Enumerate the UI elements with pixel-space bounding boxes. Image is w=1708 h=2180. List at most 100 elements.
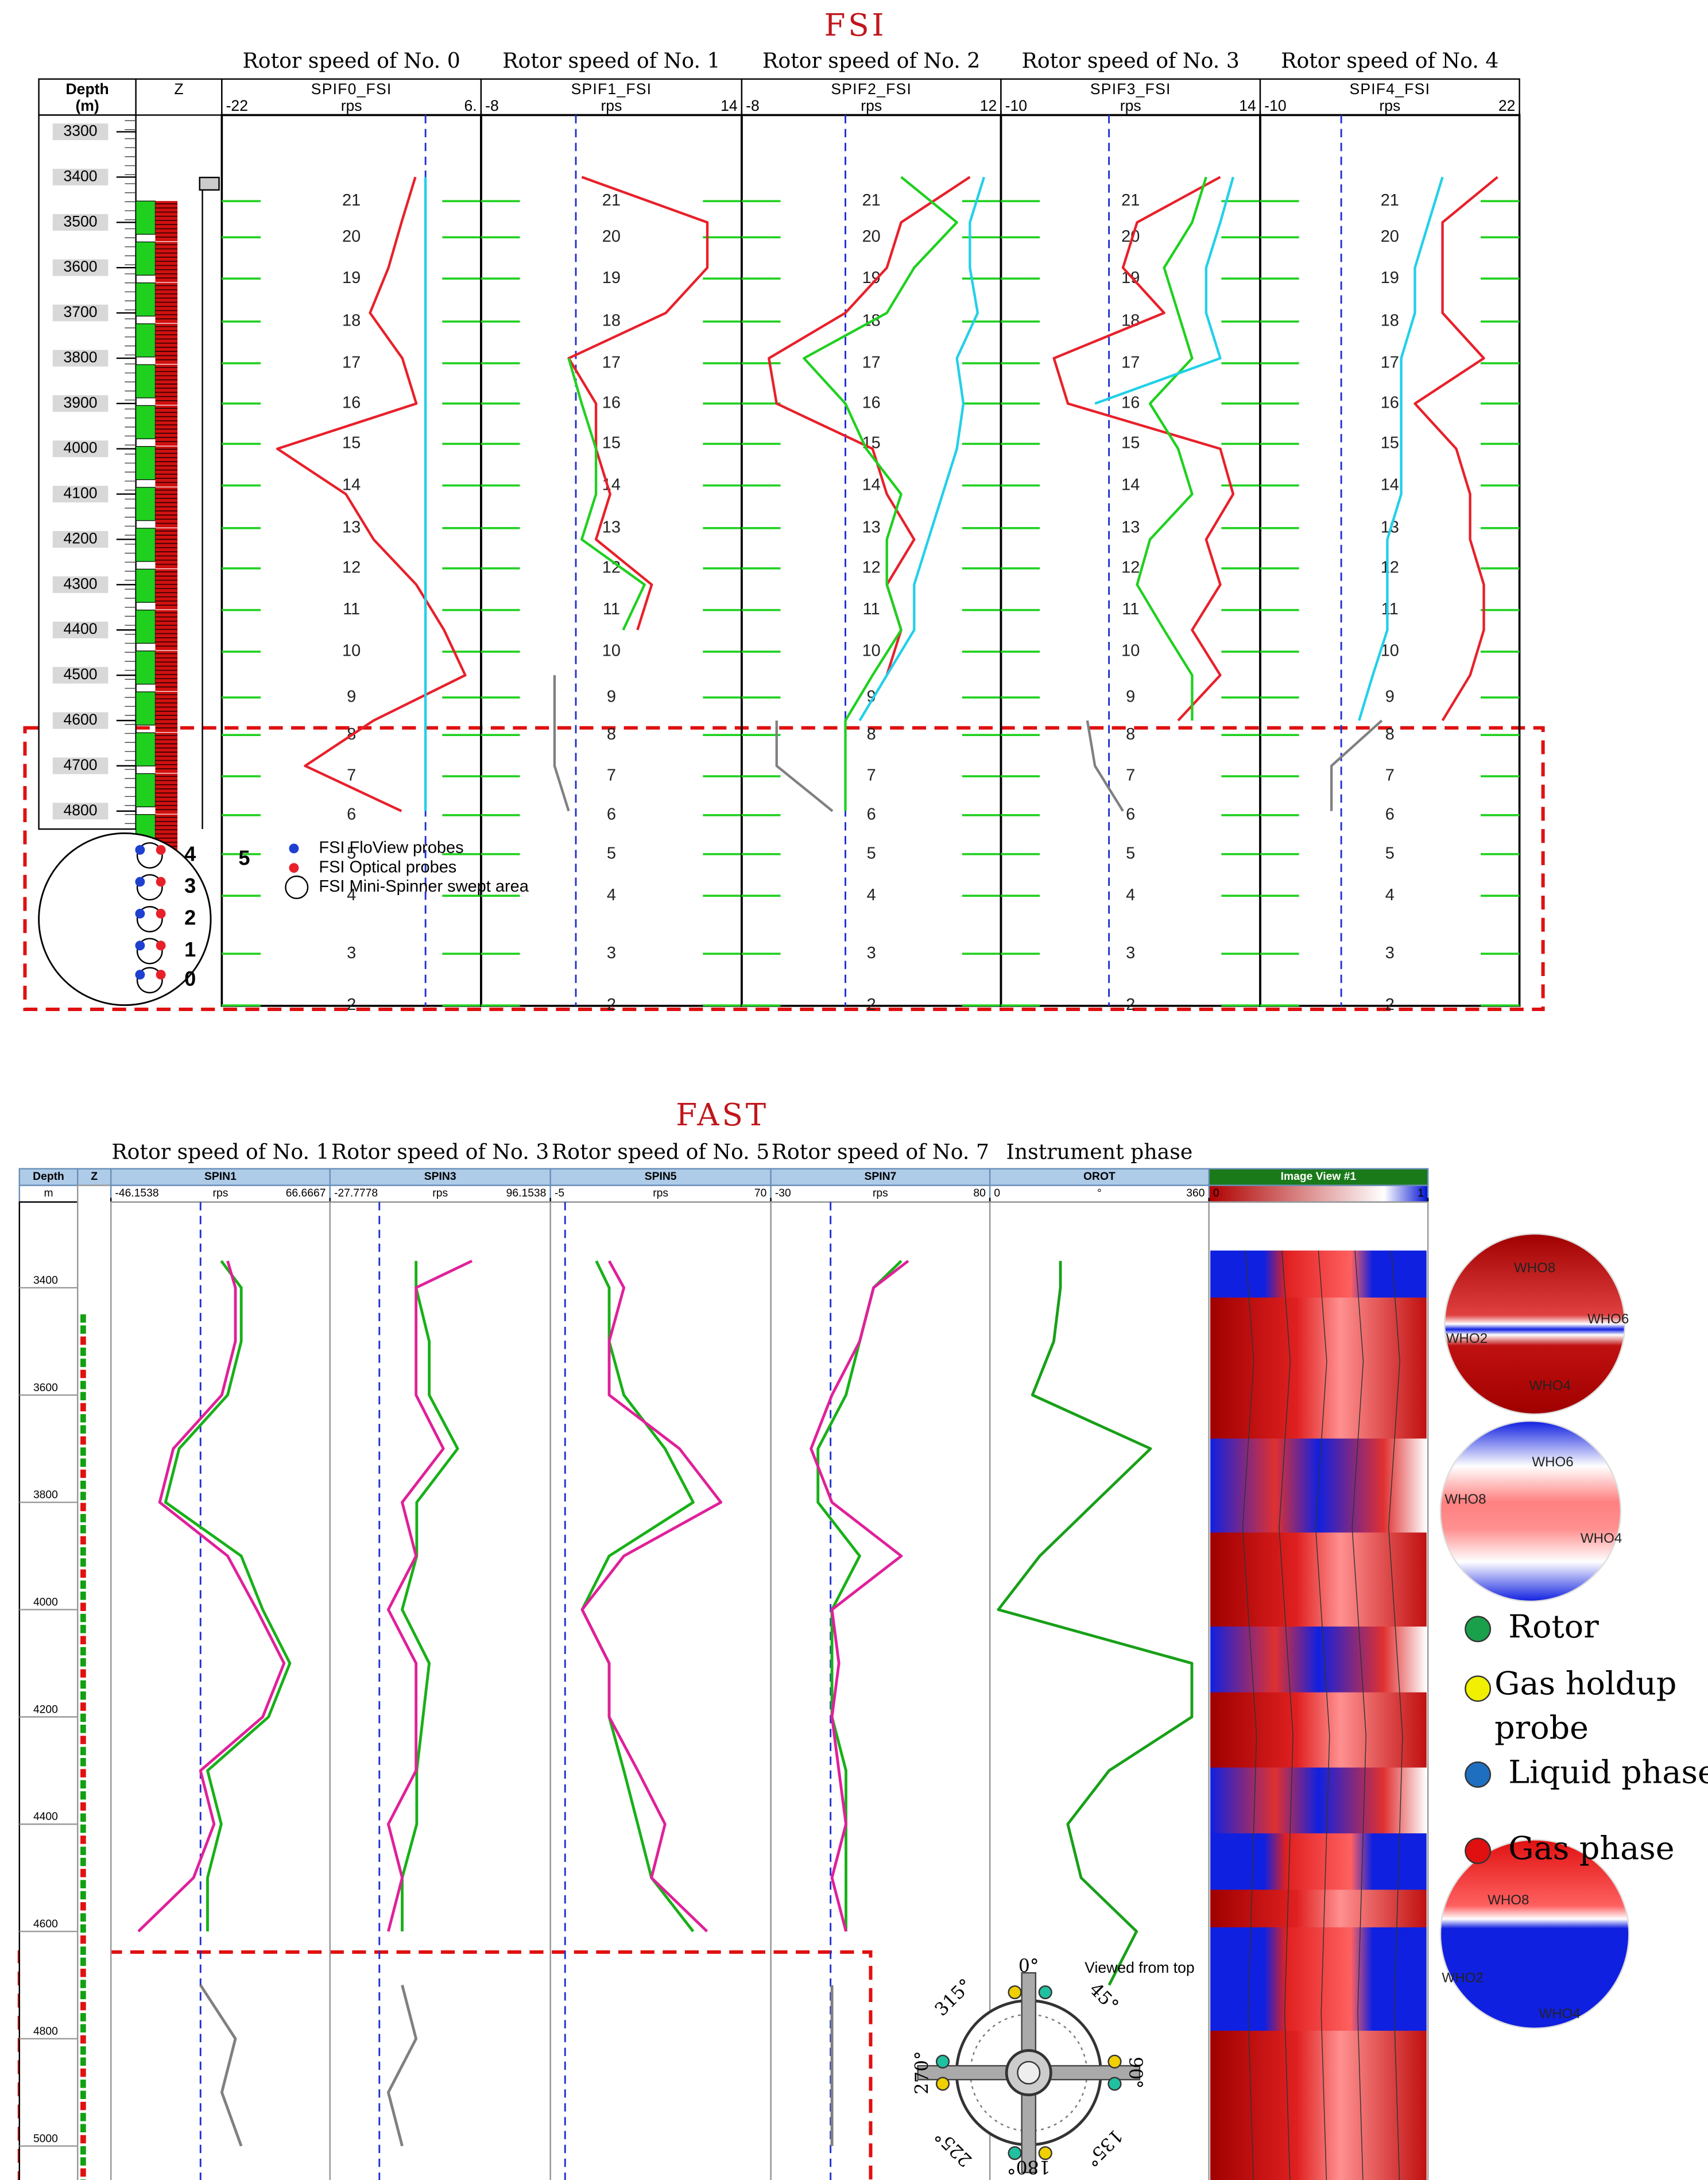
- z-header: [77, 1168, 112, 1186]
- station-label: 6: [347, 806, 356, 824]
- probe-tag: WHO2: [1446, 1331, 1488, 1346]
- depth-tick-label: 3700: [64, 303, 98, 320]
- x-tick-label: 22: [1498, 97, 1516, 114]
- station-label: 2: [347, 996, 356, 1014]
- z-bar: [80, 1503, 86, 1512]
- track-name: SPIF1_FSI: [571, 80, 652, 98]
- z-bar: [80, 2157, 86, 2166]
- z-bar: [80, 1592, 86, 1600]
- station-label: 7: [867, 766, 876, 785]
- track-title: Rotor speed of No. 3: [331, 1140, 549, 1164]
- log-curve: [1086, 720, 1124, 812]
- depth-tick-label: 3300: [64, 122, 98, 140]
- station-label: 8: [607, 725, 616, 744]
- image-band: [1210, 1833, 1427, 1891]
- probe-label: 5: [238, 846, 250, 870]
- z-bar: [80, 2068, 86, 2077]
- z-bar: [80, 2001, 86, 2011]
- station-label: 20: [862, 227, 881, 246]
- track-name: SPIN5: [645, 1171, 677, 1183]
- z-bar: [155, 487, 178, 528]
- z-bar: [80, 1425, 86, 1434]
- depth-tick-label: 4200: [33, 1703, 58, 1716]
- z-bar: [80, 1824, 86, 1833]
- depth-tick-label: 4800: [33, 2026, 58, 2038]
- z-bar: [80, 2135, 86, 2144]
- depth-tick-label: 3800: [64, 349, 98, 366]
- track-header: [1208, 1168, 1429, 1186]
- station-label: 6: [867, 806, 876, 824]
- probe-dot: [156, 940, 166, 951]
- station-label: 5: [1385, 844, 1395, 862]
- x-unit: rps: [653, 1187, 668, 1199]
- z-bar: [80, 1325, 86, 1334]
- z-bar: [135, 446, 156, 481]
- station-label: 15: [602, 434, 621, 452]
- compass-sensor: [1107, 2077, 1122, 2091]
- log-curve: [810, 1260, 909, 1932]
- station-label: 19: [1381, 269, 1399, 287]
- z-bar: [80, 1458, 86, 1467]
- z-bar: [80, 1336, 86, 1345]
- legend-label: FSI Optical probes: [319, 858, 456, 876]
- depth-header: [18, 1184, 79, 1203]
- z-label: Z: [91, 1171, 98, 1183]
- station-label: 9: [867, 687, 876, 706]
- z-bar: [155, 528, 178, 569]
- depth-tick-label: 4200: [64, 529, 98, 547]
- chart-title: FAST: [676, 1097, 769, 1133]
- z-bar: [80, 1747, 86, 1756]
- depth-tick-label: 4100: [64, 485, 98, 502]
- station-label: 12: [1121, 559, 1140, 577]
- z-bar: [155, 201, 178, 242]
- x-tick-label: -10: [1264, 97, 1286, 114]
- depth-unit: m: [44, 1187, 53, 1199]
- track: [549, 1201, 772, 2180]
- z-bar: [80, 1636, 86, 1644]
- z-bar: [80, 1414, 86, 1423]
- compass-sensor: [1107, 2054, 1122, 2069]
- x-tick-label: -8: [485, 97, 499, 114]
- station-label: 3: [347, 944, 356, 962]
- z-bar: [80, 1680, 86, 1689]
- probe-dot: [135, 970, 145, 980]
- track-header: [549, 1168, 772, 1186]
- z-bar: [155, 650, 178, 691]
- chart-title: FSI: [824, 7, 887, 43]
- station-label: 7: [607, 766, 616, 785]
- depth-header: [38, 78, 223, 116]
- station-label: 17: [342, 353, 361, 371]
- probe-label: 3: [184, 874, 196, 897]
- track-header: [1208, 1184, 1429, 1203]
- highlight-box: [23, 726, 1545, 1011]
- depth-label-box: [52, 803, 109, 820]
- z-bar: [80, 1658, 86, 1667]
- z-bar: [80, 1602, 86, 1611]
- x-tick-label: -22: [226, 97, 248, 114]
- station-label: 3: [867, 944, 876, 962]
- station-label: 10: [862, 642, 881, 660]
- probe-tag: WHO8: [1488, 1892, 1529, 1908]
- x-unit: rps: [861, 97, 882, 114]
- station-label: 3: [1126, 944, 1135, 962]
- station-label: 20: [342, 227, 361, 246]
- z-bar: [80, 1913, 86, 1922]
- z-bar: [80, 1724, 86, 1733]
- z-bar: [80, 1536, 86, 1545]
- depth-tick-label: 4800: [64, 801, 98, 819]
- z-bar: [80, 1348, 86, 1356]
- station-label: 2: [607, 996, 616, 1014]
- z-bar: [80, 1813, 86, 1822]
- z-bar: [80, 1991, 86, 2000]
- depth-tick-label: 4700: [64, 756, 98, 773]
- log-curve: [386, 1984, 418, 2147]
- depth-tick-label: 3400: [33, 1275, 58, 1287]
- legend-label: FSI FloView probes: [319, 839, 463, 857]
- log-curve: [803, 176, 958, 811]
- probe-dot: [135, 940, 145, 951]
- station-label: 12: [1381, 559, 1399, 577]
- x-tick-label: 0: [994, 1187, 1000, 1199]
- station-label: 5: [607, 844, 616, 862]
- station-label: 11: [1381, 600, 1399, 618]
- log-curve: [997, 1261, 1194, 1986]
